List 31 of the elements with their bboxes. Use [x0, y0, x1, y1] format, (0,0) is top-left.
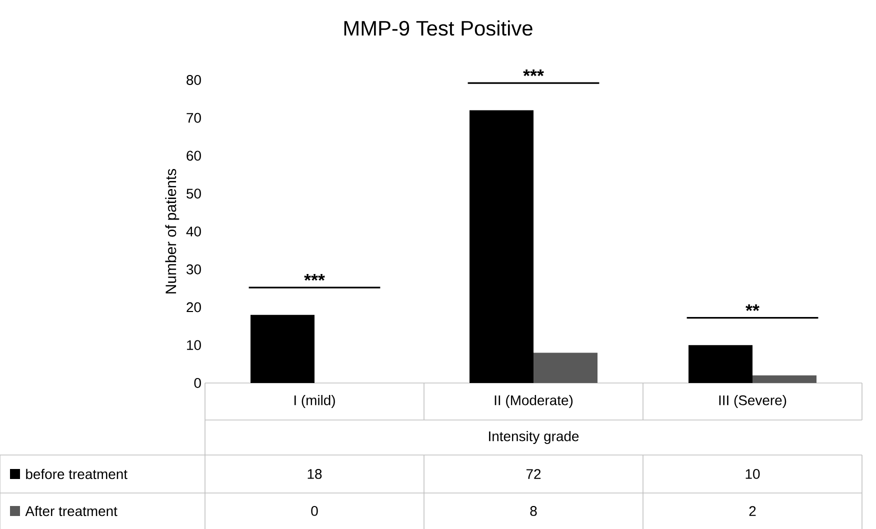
chart-title: MMP-9 Test Positive [344, 20, 532, 36]
x-tick-label: I (mild) [294, 394, 335, 408]
y-tick-label: 50 [186, 188, 201, 199]
y-tick-label: 80 [186, 75, 201, 85]
data-label: 18 [308, 469, 322, 479]
x-axis-title: Intensity grade [489, 430, 579, 444]
data-label: 72 [526, 469, 541, 479]
data-label: 10 [746, 469, 760, 479]
bar [688, 345, 753, 383]
x-tick-label: III (Severe) [719, 394, 786, 408]
y-tick-label: 40 [186, 226, 201, 236]
text: *** [523, 70, 544, 76]
y-tick-label: 60 [186, 150, 201, 161]
bar [534, 352, 598, 383]
y-tick-label: 30 [186, 264, 201, 274]
y-tick-label: 70 [186, 112, 201, 123]
legend-label: before treatment [26, 468, 128, 480]
x-tick-label: II (Moderate) [494, 394, 573, 408]
y-tick-label: 20 [186, 302, 201, 312]
annotation: ** [746, 304, 760, 311]
y-tick-label: 0 [194, 378, 201, 388]
data-label: 8 [530, 506, 537, 516]
bar [250, 314, 315, 383]
data-label: 0 [311, 506, 318, 516]
y-axis-title: Number of patients [165, 168, 180, 294]
y-tick-label: 10 [187, 340, 201, 350]
bar [470, 110, 534, 383]
bar [752, 375, 817, 383]
legend-label: After treatment [25, 506, 118, 516]
annotation: *** [304, 274, 325, 281]
data-label: 2 [749, 506, 756, 516]
